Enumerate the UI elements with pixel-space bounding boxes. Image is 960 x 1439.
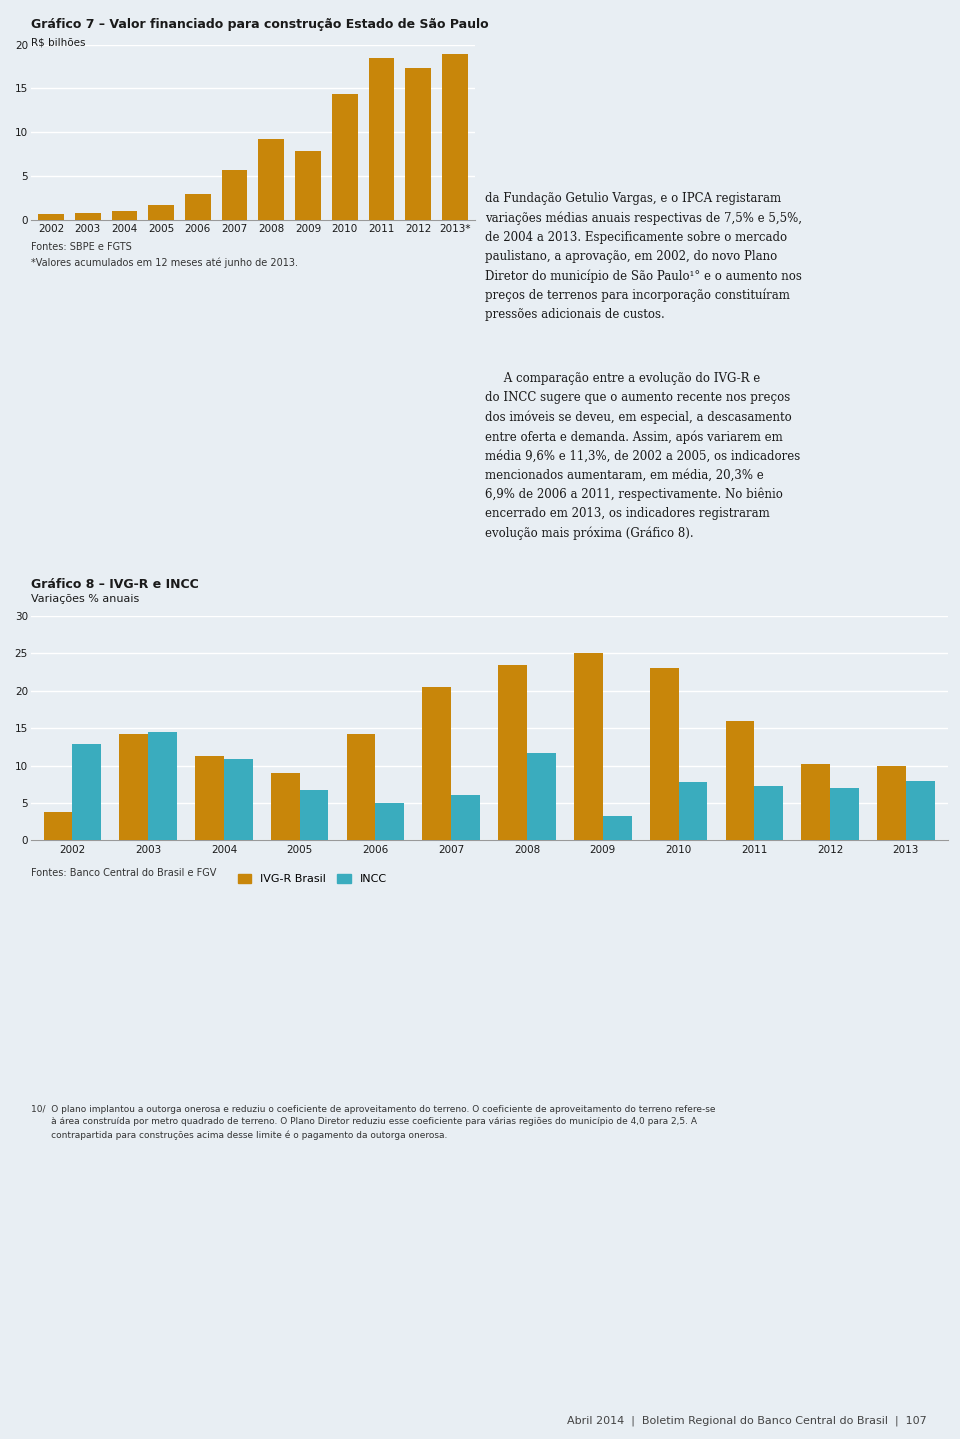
Bar (119, 734, 148, 840)
Bar (830, 789, 859, 840)
Text: Abril 2014  |  Boletim Regional do Banco Central do Brasil  |  107: Abril 2014 | Boletim Regional do Banco C… (566, 1415, 926, 1426)
Bar (405, 68, 431, 220)
Bar (679, 781, 708, 840)
Bar (650, 668, 679, 840)
Text: Fontes: SBPE e FGTS: Fontes: SBPE e FGTS (31, 242, 132, 252)
Bar (75, 213, 101, 220)
Bar (148, 204, 174, 220)
Bar (603, 816, 632, 840)
Bar (802, 764, 830, 840)
Text: da Fundação Getulio Vargas, e o IPCA registaram
variações médias anuais respecti: da Fundação Getulio Vargas, e o IPCA reg… (485, 191, 802, 321)
Bar (300, 790, 328, 840)
Bar (296, 151, 321, 220)
Bar (72, 744, 101, 840)
Bar (148, 732, 177, 840)
Bar (222, 170, 248, 220)
Text: Gráfico 8 – IVG-R e INCC: Gráfico 8 – IVG-R e INCC (31, 578, 199, 591)
Text: Gráfico 7 – Valor financiado para construção Estado de São Paulo: Gráfico 7 – Valor financiado para constr… (31, 17, 489, 32)
Text: A comparação entre a evolução do IVG-R e
do INCC sugere que o aumento recente no: A comparação entre a evolução do IVG-R e… (485, 373, 800, 540)
Bar (877, 766, 906, 840)
Bar (755, 786, 783, 840)
Bar (332, 94, 358, 220)
Text: 10/  O plano implantou a outorga onerosa e reduziu o coeficiente de aproveitamen: 10/ O plano implantou a outorga onerosa … (31, 1105, 715, 1140)
Bar (906, 780, 935, 840)
Bar (527, 753, 556, 840)
Bar (422, 686, 451, 840)
Bar (185, 194, 210, 220)
Legend: IVG-R Brasil, INCC: IVG-R Brasil, INCC (238, 873, 387, 884)
Text: Fontes: Banco Central do Brasil e FGV: Fontes: Banco Central do Brasil e FGV (31, 868, 216, 878)
Bar (726, 721, 755, 840)
Bar (224, 758, 252, 840)
Text: *Valores acumulados em 12 meses até junho de 2013.: *Valores acumulados em 12 meses até junh… (31, 258, 298, 269)
Bar (498, 665, 527, 840)
Bar (258, 140, 284, 220)
Bar (38, 214, 63, 220)
Bar (195, 755, 224, 840)
Text: Variações % anuais: Variações % anuais (31, 594, 139, 604)
Bar (347, 734, 375, 840)
Bar (43, 812, 72, 840)
Text: R$ bilhões: R$ bilhões (31, 37, 85, 47)
Bar (443, 55, 468, 220)
Bar (369, 58, 395, 220)
Bar (271, 773, 300, 840)
Bar (451, 794, 480, 840)
Bar (574, 653, 603, 840)
Bar (111, 212, 137, 220)
Bar (375, 803, 404, 840)
